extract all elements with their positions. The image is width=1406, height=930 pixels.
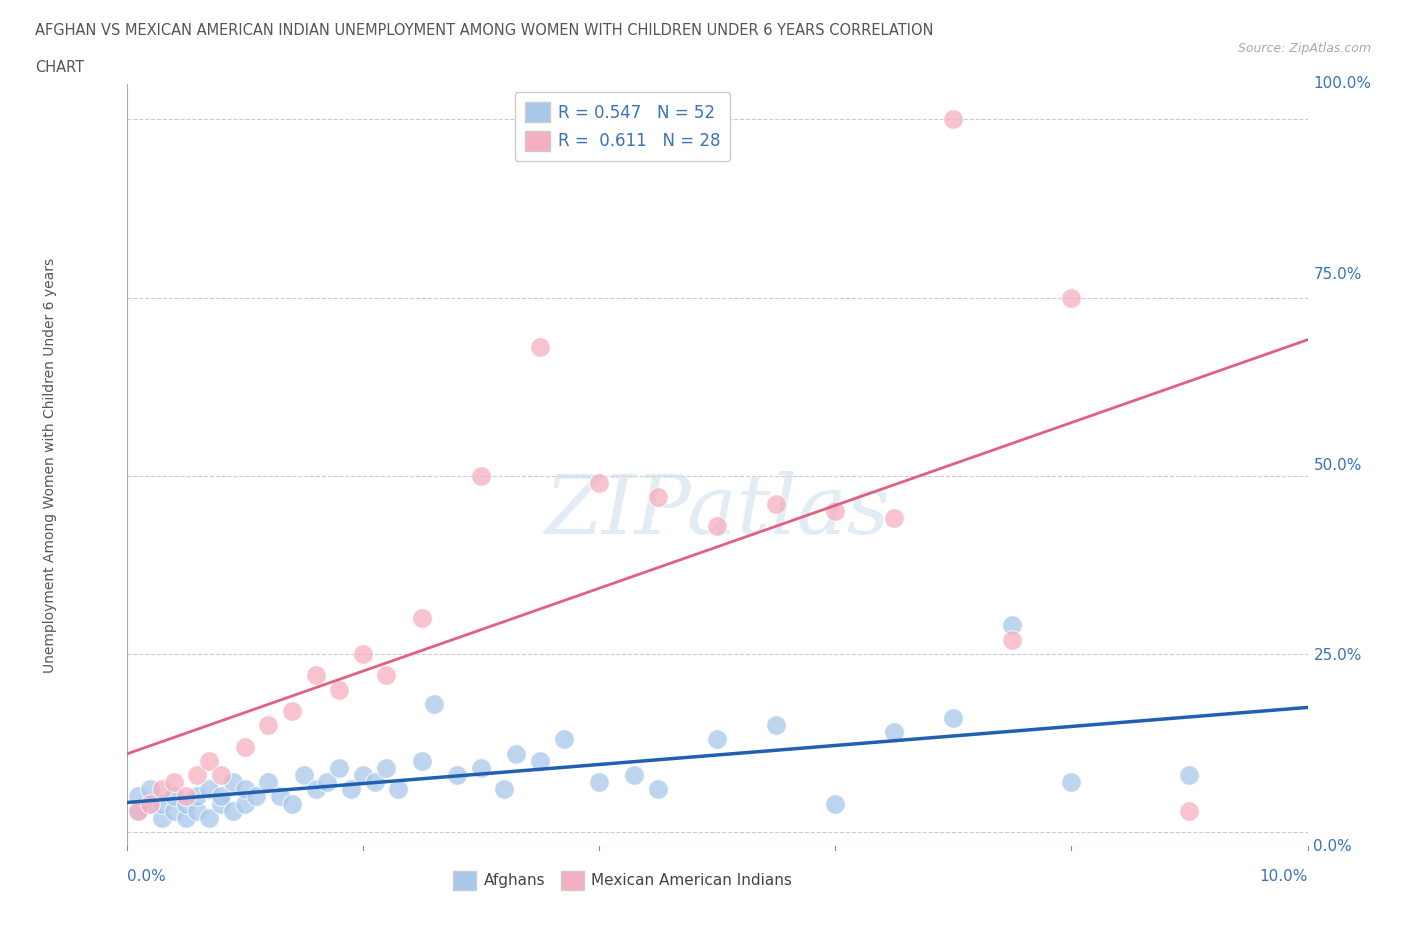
Point <box>222 775 245 790</box>
Point <box>316 775 339 790</box>
Text: 0.0%: 0.0% <box>127 870 166 884</box>
Point <box>139 782 162 797</box>
Point <box>588 475 610 490</box>
Point <box>1060 775 1083 790</box>
Point <box>209 789 232 804</box>
Point <box>647 489 669 504</box>
Point <box>765 718 787 733</box>
Point <box>304 668 326 683</box>
Point <box>411 611 433 626</box>
Point <box>198 810 221 825</box>
Point <box>1060 290 1083 305</box>
Point <box>446 767 468 782</box>
Text: ZIPatlas: ZIPatlas <box>544 471 890 551</box>
Point <box>1178 804 1201 818</box>
Point <box>127 789 149 804</box>
Point <box>824 796 846 811</box>
Point <box>198 782 221 797</box>
Point <box>883 724 905 739</box>
Point <box>352 767 374 782</box>
Point <box>706 518 728 533</box>
Point <box>150 782 173 797</box>
Point <box>174 796 197 811</box>
Point <box>352 646 374 661</box>
Point <box>1001 618 1024 632</box>
Point <box>411 753 433 768</box>
Legend: Afghans, Mexican American Indians: Afghans, Mexican American Indians <box>447 865 799 896</box>
Point <box>233 796 256 811</box>
Point <box>470 761 492 776</box>
Point <box>174 810 197 825</box>
Point <box>470 468 492 483</box>
Point <box>387 782 409 797</box>
Point <box>186 804 208 818</box>
Point <box>529 340 551 355</box>
Point <box>269 789 291 804</box>
Point <box>139 796 162 811</box>
Text: Unemployment Among Women with Children Under 6 years: Unemployment Among Women with Children U… <box>42 258 56 672</box>
Point <box>198 753 221 768</box>
Point <box>942 112 965 126</box>
Point <box>163 775 186 790</box>
Text: 75.0%: 75.0% <box>1313 267 1362 282</box>
Point <box>150 796 173 811</box>
Point <box>281 796 304 811</box>
Point <box>588 775 610 790</box>
Point <box>245 789 267 804</box>
Point <box>174 789 197 804</box>
Text: CHART: CHART <box>35 60 84 75</box>
Point <box>222 804 245 818</box>
Point <box>765 497 787 512</box>
Point <box>186 767 208 782</box>
Point <box>209 767 232 782</box>
Point <box>304 782 326 797</box>
Point <box>209 796 232 811</box>
Point <box>163 804 186 818</box>
Text: 50.0%: 50.0% <box>1313 458 1362 472</box>
Point <box>127 804 149 818</box>
Point <box>553 732 575 747</box>
Point <box>163 789 186 804</box>
Point <box>139 796 162 811</box>
Text: Source: ZipAtlas.com: Source: ZipAtlas.com <box>1237 42 1371 55</box>
Point <box>328 682 350 697</box>
Point <box>257 718 280 733</box>
Point <box>647 782 669 797</box>
Text: AFGHAN VS MEXICAN AMERICAN INDIAN UNEMPLOYMENT AMONG WOMEN WITH CHILDREN UNDER 6: AFGHAN VS MEXICAN AMERICAN INDIAN UNEMPL… <box>35 23 934 38</box>
Point <box>942 711 965 725</box>
Point <box>328 761 350 776</box>
Point <box>529 753 551 768</box>
Point <box>281 703 304 718</box>
Text: 25.0%: 25.0% <box>1313 648 1362 663</box>
Point <box>706 732 728 747</box>
Point <box>824 504 846 519</box>
Point <box>257 775 280 790</box>
Point <box>623 767 645 782</box>
Point <box>233 782 256 797</box>
Point <box>422 697 444 711</box>
Point <box>505 746 527 761</box>
Point <box>375 668 398 683</box>
Text: 0.0%: 0.0% <box>1313 839 1353 854</box>
Point <box>340 782 363 797</box>
Point <box>186 789 208 804</box>
Point <box>127 804 149 818</box>
Text: 10.0%: 10.0% <box>1260 870 1308 884</box>
Point <box>883 511 905 525</box>
Point <box>1001 632 1024 647</box>
Point <box>494 782 516 797</box>
Point <box>375 761 398 776</box>
Point <box>1178 767 1201 782</box>
Point <box>233 739 256 754</box>
Text: 100.0%: 100.0% <box>1313 76 1371 91</box>
Point <box>292 767 315 782</box>
Point <box>150 810 173 825</box>
Point <box>363 775 385 790</box>
